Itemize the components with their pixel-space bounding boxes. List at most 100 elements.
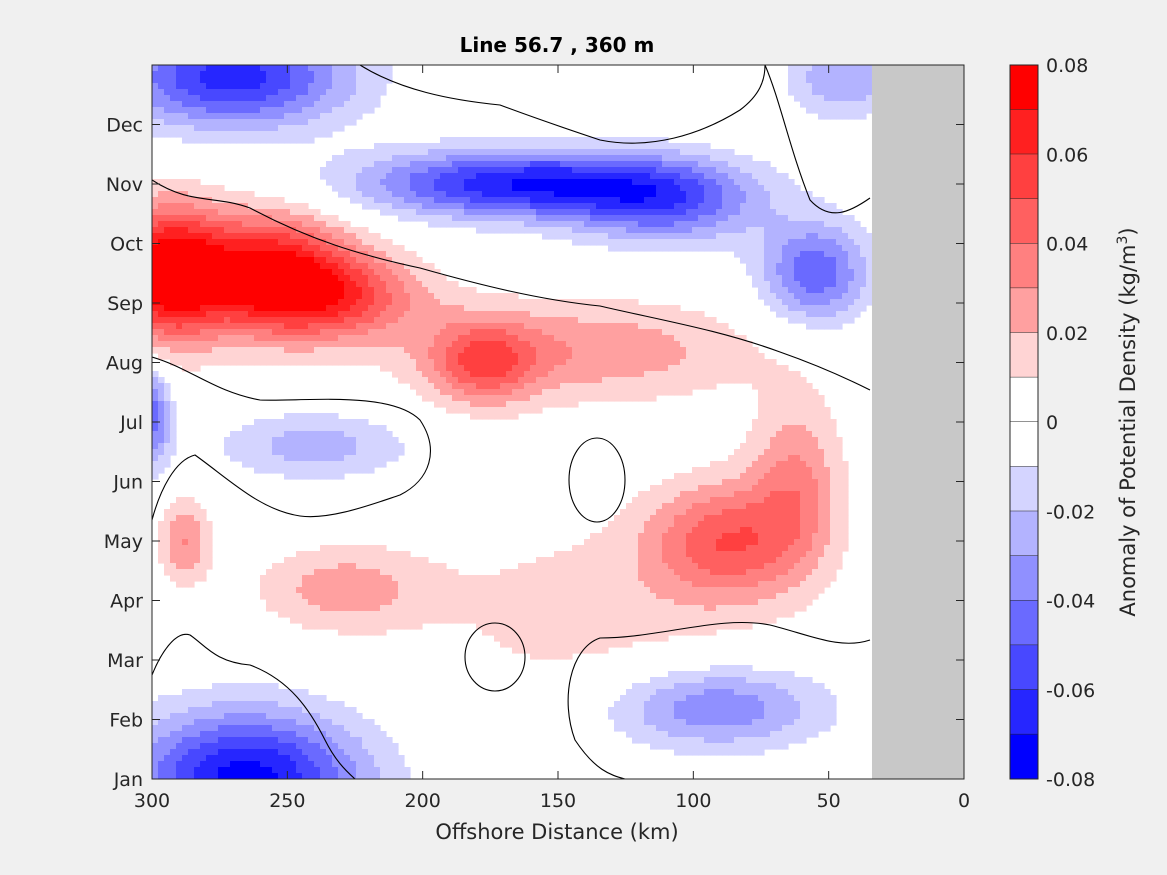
field-cell (644, 161, 651, 168)
field-cell (218, 113, 225, 120)
field-cell (518, 227, 525, 234)
field-cell (536, 347, 543, 354)
field-cell (548, 149, 555, 156)
field-cell (686, 317, 693, 324)
field-cell (308, 455, 315, 462)
field-cell (590, 305, 597, 312)
field-cell (224, 191, 231, 198)
field-cell (266, 125, 273, 132)
field-cell (722, 173, 729, 180)
field-cell (410, 359, 417, 366)
field-cell (416, 275, 423, 282)
field-cell (194, 131, 201, 138)
field-cell (560, 227, 567, 234)
field-cell (440, 197, 447, 204)
field-cell (818, 197, 825, 204)
field-cell (776, 311, 783, 318)
field-cell (284, 215, 291, 222)
field-cell (344, 431, 351, 438)
field-cell (572, 353, 579, 360)
field-cell (440, 155, 447, 162)
field-cell (380, 191, 387, 198)
field-cell (344, 287, 351, 294)
field-cell (302, 251, 309, 258)
field-cell (734, 371, 741, 378)
field-cell (302, 107, 309, 114)
field-cell (236, 347, 243, 354)
field-cell (836, 287, 843, 294)
field-cell (212, 353, 219, 360)
field-cell (386, 65, 393, 72)
field-cell (590, 395, 597, 402)
field-cell (770, 461, 777, 468)
field-cell (458, 383, 465, 390)
field-cell (236, 215, 243, 222)
field-cell (620, 317, 627, 324)
field-cell (344, 425, 351, 432)
field-cell (704, 173, 711, 180)
field-cell (308, 323, 315, 330)
field-cell (548, 143, 555, 150)
field-cell (524, 209, 531, 216)
field-cell (248, 137, 255, 144)
field-cell (554, 185, 561, 192)
field-cell (302, 137, 309, 144)
field-cell (164, 353, 171, 360)
field-cell (788, 449, 795, 456)
field-cell (452, 329, 459, 336)
field-cell (680, 383, 687, 390)
field-cell (650, 191, 657, 198)
field-cell (728, 353, 735, 360)
field-cell (812, 413, 819, 420)
field-cell (368, 287, 375, 294)
field-cell (422, 335, 429, 342)
field-cell (560, 173, 567, 180)
field-cell (722, 479, 729, 486)
field-cell (716, 173, 723, 180)
field-cell (716, 155, 723, 162)
field-cell (470, 191, 477, 198)
field-cell (344, 443, 351, 450)
field-cell (224, 275, 231, 282)
field-cell (548, 155, 555, 162)
field-cell (260, 461, 267, 468)
field-cell (584, 395, 591, 402)
field-cell (158, 329, 165, 336)
field-cell (860, 107, 867, 114)
field-cell (572, 311, 579, 318)
field-cell (692, 227, 699, 234)
field-cell (320, 257, 327, 264)
field-cell (464, 191, 471, 198)
field-cell (260, 137, 267, 144)
field-cell (596, 311, 603, 318)
field-cell (632, 221, 639, 228)
field-cell (230, 95, 237, 102)
field-cell (386, 317, 393, 324)
field-cell (152, 431, 159, 438)
field-cell (650, 317, 657, 324)
field-cell (716, 329, 723, 336)
field-cell (764, 263, 771, 270)
field-cell (818, 251, 825, 258)
field-cell (632, 395, 639, 402)
field-cell (236, 323, 243, 330)
field-cell (698, 479, 705, 486)
field-cell (572, 329, 579, 336)
field-cell (194, 251, 201, 258)
field-cell (566, 311, 573, 318)
field-cell (224, 335, 231, 342)
field-cell (290, 293, 297, 300)
field-cell (488, 161, 495, 168)
field-cell (344, 185, 351, 192)
field-cell (416, 203, 423, 210)
field-cell (326, 131, 333, 138)
field-cell (290, 101, 297, 108)
field-cell (458, 359, 465, 366)
field-cell (530, 395, 537, 402)
field-cell (776, 203, 783, 210)
field-cell (176, 83, 183, 90)
field-cell (680, 353, 687, 360)
field-cell (578, 161, 585, 168)
field-cell (770, 389, 777, 396)
field-cell (284, 461, 291, 468)
